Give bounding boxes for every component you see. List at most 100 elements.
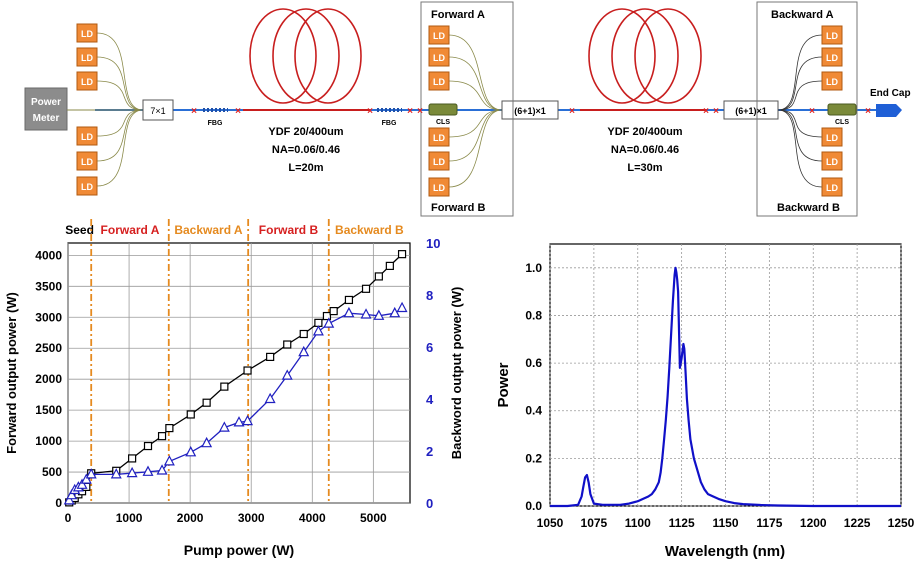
chart1-point-backward bbox=[233, 416, 245, 427]
chart1-point-forward bbox=[157, 432, 167, 441]
chart1-point-backward bbox=[142, 465, 154, 476]
chart1-point-backward bbox=[85, 468, 97, 479]
chart1-point-backward bbox=[389, 306, 401, 318]
power-scaling-chart: Seed Forward A Backward A Forward B Backward… bbox=[4, 219, 464, 558]
ld-label: LD bbox=[433, 77, 445, 87]
chart2-xtick-label: 1075 bbox=[581, 516, 608, 530]
chart1-point-forward bbox=[143, 441, 153, 451]
chart1-point-backward bbox=[66, 488, 78, 500]
fiber1-line3: L=20m bbox=[288, 162, 323, 174]
forward-a-ld-2: LD bbox=[428, 47, 503, 111]
fbg-1: FBG bbox=[203, 108, 228, 127]
chart2-series-line-spectrum bbox=[550, 266, 901, 508]
power-meter-label-2: Meter bbox=[33, 113, 60, 124]
chart1-point-backward bbox=[396, 301, 408, 313]
chart1-ytick-label: 3500 bbox=[35, 279, 62, 293]
label-forward-b: Forward B bbox=[431, 202, 485, 214]
chart2-xtick-label: 1175 bbox=[756, 516, 782, 530]
chart1-xtick-label: 1000 bbox=[116, 511, 143, 525]
end-cap-label: End Cap bbox=[870, 88, 911, 99]
chart1-point-backward bbox=[201, 436, 213, 448]
chart2-xlabel: Wavelength (nm) bbox=[665, 543, 785, 560]
chart1-point-forward bbox=[165, 423, 174, 433]
chart1-region-label: Forward A bbox=[101, 223, 160, 237]
ld-label: LD bbox=[81, 77, 93, 87]
fbg-1-label: FBG bbox=[208, 120, 223, 127]
chart1-xtick-label: 0 bbox=[65, 511, 72, 525]
ld-label: LD bbox=[81, 53, 93, 63]
chart1-ytick-label: 1500 bbox=[35, 403, 62, 417]
ydf-coil-2 bbox=[580, 8, 706, 111]
ld-label: LD bbox=[433, 133, 445, 143]
chart1-ylabel: Forward output power (W) bbox=[4, 292, 19, 454]
ld-label: LD bbox=[826, 157, 838, 167]
chart2-series bbox=[550, 266, 901, 508]
power-meter-label-1: Power bbox=[31, 97, 61, 108]
frame-forward-a-b bbox=[420, 1, 514, 217]
splice-mark: × bbox=[367, 106, 373, 117]
chart1-point-backward bbox=[80, 473, 92, 484]
chart1-point-forward bbox=[266, 352, 275, 362]
chart1-ytick-label: 0 bbox=[55, 496, 62, 510]
fiber1-line2: NA=0.06/0.46 bbox=[272, 144, 340, 156]
fiber2-line3: L=30m bbox=[627, 162, 662, 174]
chart1-xtick-label: 5000 bbox=[360, 511, 387, 525]
splice-mark: × bbox=[235, 106, 241, 117]
chart2-xtick-label: 1200 bbox=[800, 516, 827, 530]
chart1-xtick-label: 3000 bbox=[238, 511, 265, 525]
chart1-regions: Seed Forward A Backward A Forward B Backward… bbox=[65, 219, 404, 503]
chart2-frame bbox=[549, 243, 902, 507]
chart1-point-backward bbox=[360, 308, 372, 319]
ld-label: LD bbox=[826, 31, 838, 41]
chart1-y2tick-label: 10 bbox=[426, 236, 440, 251]
chart1-point-backward bbox=[163, 455, 175, 466]
chart1-point-backward bbox=[76, 478, 88, 489]
chart2-ylabel: Power bbox=[495, 362, 512, 407]
ld-layer: LD LD LD LD LD LD LD LD LD LD LD LD LD LD LD LD LD LD bbox=[76, 23, 843, 197]
chart1-point-forward bbox=[299, 329, 308, 339]
splice-mark: × bbox=[569, 106, 575, 117]
chart1-ytick-label: 2500 bbox=[35, 341, 62, 355]
chart1-point-backward bbox=[242, 414, 254, 426]
forward-b-ld-1: LD bbox=[428, 109, 503, 147]
chart2-ytick-label: 1.0 bbox=[525, 261, 542, 275]
splice-marks: × × × × × × × × × × bbox=[191, 106, 871, 117]
splice-mark: × bbox=[713, 106, 719, 117]
combiner-7x1 bbox=[142, 99, 174, 121]
cls-2-label: CLS bbox=[835, 119, 849, 126]
chart1-point-forward bbox=[374, 272, 383, 281]
chart1-y2tick-label: 8 bbox=[426, 288, 433, 303]
backward-b-ld-3: LD bbox=[777, 109, 843, 197]
splice-mark: × bbox=[703, 106, 709, 117]
chart1-y2tick-label: 2 bbox=[426, 444, 433, 459]
chart1-ytick-label: 2000 bbox=[35, 372, 62, 386]
chart1-point-backward bbox=[281, 369, 293, 380]
chart1-point-backward bbox=[110, 468, 122, 479]
chart2-xtick-label: 1150 bbox=[712, 516, 738, 530]
chart1-grid bbox=[67, 243, 410, 504]
chart1-series bbox=[63, 250, 408, 507]
chart1-region-label: Backward B bbox=[335, 223, 404, 237]
chart1-frame bbox=[67, 242, 411, 504]
chart1-ticks: 0 1000 2000 3000 4000 5000 0 500 1000 1500 2000 250… bbox=[35, 236, 440, 525]
chart2-xtick-label: 1250 bbox=[888, 516, 915, 530]
ld-label: LD bbox=[433, 53, 445, 63]
chart1-y2tick-label: 6 bbox=[426, 340, 433, 355]
label-backward-a: Backward A bbox=[771, 9, 834, 21]
chart1-series-line-forward bbox=[68, 253, 403, 503]
label-backward-b: Backward B bbox=[777, 202, 840, 214]
ld-label: LD bbox=[433, 183, 445, 193]
ld-label: LD bbox=[81, 132, 93, 142]
label-forward-a: Forward A bbox=[431, 9, 485, 21]
pump-ld-5: LD bbox=[76, 109, 144, 171]
backward-b-ld-2: LD bbox=[777, 109, 843, 171]
chart1-point-forward bbox=[397, 250, 407, 259]
chart2-ytick-label: 0.2 bbox=[525, 451, 542, 465]
chart1-ytick-label: 1000 bbox=[35, 434, 62, 448]
splice-mark: × bbox=[407, 106, 413, 117]
chart1-point-backward bbox=[218, 421, 230, 432]
fiber1-line1: YDF 20/400um bbox=[268, 126, 343, 138]
chart1-point-backward bbox=[373, 309, 385, 320]
